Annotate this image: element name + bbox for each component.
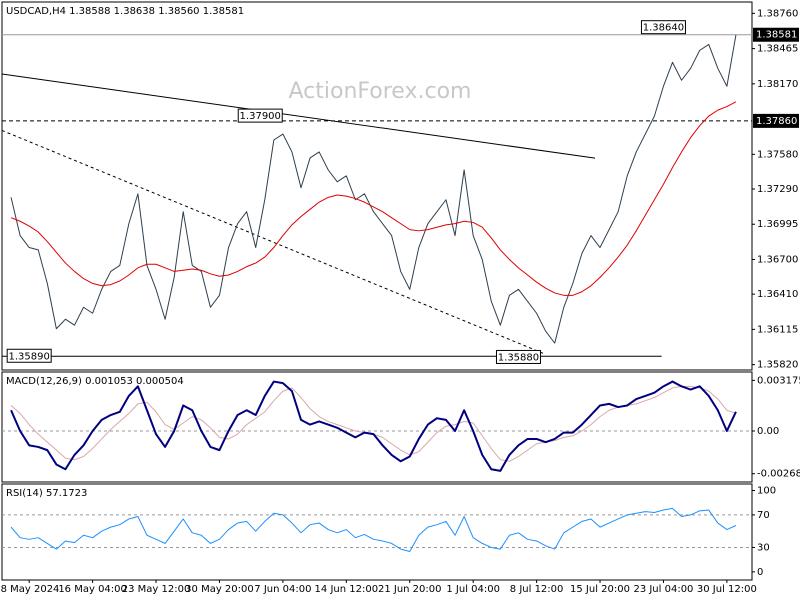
- x-tick-label: 1 Jul 04:00: [446, 584, 500, 595]
- y-tick-label: 1.36700: [757, 254, 798, 265]
- trend-line: [1, 73, 596, 159]
- x-tick-label: 21 Jun 20:00: [378, 584, 442, 595]
- series-line: [10, 380, 737, 472]
- series-line: [10, 34, 737, 344]
- x-tick-label: 30 May 20:00: [185, 584, 254, 595]
- y-tick-label: 1.38760: [757, 8, 798, 19]
- x-tick-label: 15 Jul 20:00: [570, 584, 630, 595]
- annotation-box: [237, 108, 283, 123]
- x-tick-label: 30 Jul 12:00: [697, 584, 757, 595]
- y-tick-label: 1.36115: [757, 324, 798, 335]
- trend-line: [1, 129, 545, 355]
- y-tick-label: 1.38465: [757, 44, 798, 55]
- panel-title: USDCAD,H4 1.38588 1.38638 1.38560 1.3858…: [6, 6, 244, 17]
- y-tick-label: 100: [757, 486, 776, 497]
- x-tick-label: 23 May 12:00: [122, 584, 191, 595]
- y-tick-label: 0: [757, 567, 763, 578]
- y-tick-label: 1.37580: [757, 149, 798, 160]
- series-line: [10, 507, 737, 553]
- panel-title: RSI(14) 57.1723: [6, 488, 87, 499]
- y-tick-label: 1.36410: [757, 289, 798, 300]
- y-tick-label: 0.003175: [757, 375, 800, 386]
- level-label: 1.37860: [756, 116, 797, 127]
- y-tick-label: 1.35820: [757, 360, 798, 371]
- x-tick-label: 16 May 04:00: [58, 584, 127, 595]
- y-tick-label: 1.38170: [757, 79, 798, 90]
- annotation-box: [495, 349, 541, 364]
- annotation-label: 1.37900: [240, 111, 281, 122]
- y-tick-label: 1.37290: [757, 184, 798, 195]
- y-tick-label: 30: [757, 542, 770, 553]
- annotation-box: [640, 20, 686, 35]
- panel-frame: [1, 371, 753, 483]
- x-tick-label: 23 Jul 04:00: [633, 584, 693, 595]
- y-tick-label: 70: [757, 510, 770, 521]
- x-tick-label: 8 Jul 12:00: [510, 584, 564, 595]
- x-tick-label: 14 Jun 12:00: [315, 584, 379, 595]
- level-label: 1.38581: [756, 30, 797, 41]
- annotation-label: 1.35880: [498, 352, 539, 363]
- annotation-label: 1.38640: [643, 23, 684, 34]
- y-tick-label: -0.00268: [757, 469, 800, 480]
- panel-frame: [1, 1, 753, 371]
- series-line: [10, 101, 737, 296]
- y-tick-label: 0.00: [757, 426, 779, 437]
- level-label-box: [753, 113, 799, 128]
- y-tick-label: 1.36995: [757, 219, 798, 230]
- panel-frame: [1, 483, 753, 581]
- watermark: ActionForex.com: [289, 79, 472, 104]
- annotation-box: [6, 348, 52, 363]
- x-tick-label: 7 Jun 04:00: [254, 584, 311, 595]
- x-tick-label: 8 May 2024: [1, 584, 60, 595]
- level-label-box: [753, 27, 799, 42]
- annotation-label: 1.35890: [9, 351, 50, 362]
- panel-title: MACD(12,26,9) 0.001053 0.000504: [6, 376, 184, 387]
